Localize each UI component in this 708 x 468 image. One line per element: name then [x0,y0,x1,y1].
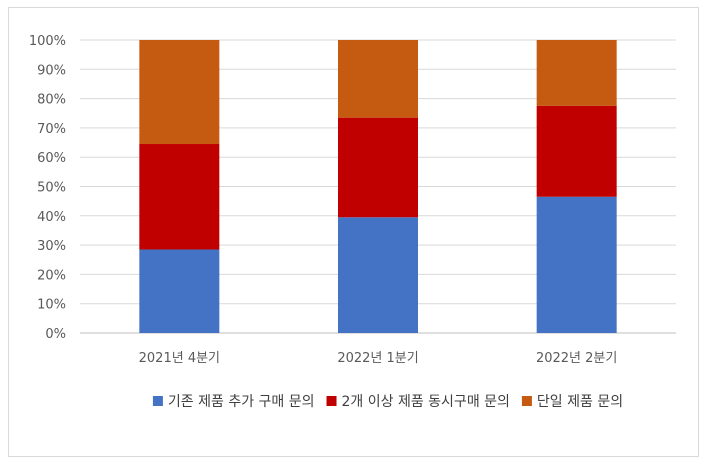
y-tick-label: 40% [37,210,66,225]
bars [139,40,617,333]
bar-segment-1-2 [338,217,418,333]
y-tick-label: 100% [29,34,66,49]
x-tick-label: 2021년 4분기 [139,351,220,366]
x-axis-ticks: 2021년 4분기 2022년 1분기 2022년 2분기 [139,351,618,366]
legend-item-2: 2개 이상 제품 동시구매 문의 [326,394,510,410]
x-tick-label: 2022년 2분기 [536,351,617,366]
bar-segment-3-1 [139,40,220,145]
legend-item-1: 기존 제품 추가 구매 문의 [152,394,315,410]
y-tick-label: 10% [37,298,66,313]
bar-segment-3-3 [536,40,617,106]
legend-swatch [521,396,532,406]
y-tick-label: 70% [37,122,66,137]
bar-segment-1-3 [536,196,617,333]
y-tick-label: 20% [37,268,66,283]
y-tick-label: 30% [37,239,66,254]
x-tick-label: 2022년 1분기 [337,351,418,366]
y-tick-label: 60% [37,151,66,166]
legend-label: 기존 제품 추가 구매 문의 [168,394,315,410]
y-tick-label: 90% [37,63,66,78]
bar-segment-3-2 [338,40,418,118]
bar-segment-2-2 [338,117,418,218]
legend: 기존 제품 추가 구매 문의 2개 이상 제품 동시구매 문의 단일 제품 문의 [152,394,623,410]
bar-segment-1-1 [139,249,220,333]
y-tick-label: 50% [37,181,66,196]
y-axis-ticks: 0% 10% 20% 30% 40% 50% 60% 70% 80% 90% 100% [29,34,66,342]
y-tick-label: 0% [45,327,66,342]
y-tick-label: 80% [37,93,66,108]
legend-label: 단일 제품 문의 [537,394,623,410]
legend-label: 2개 이상 제품 동시구매 문의 [342,394,510,410]
legend-swatch [326,396,337,406]
bar-segment-2-1 [139,144,220,250]
legend-swatch [152,396,163,406]
bar-segment-2-3 [536,105,617,197]
legend-item-3: 단일 제품 문의 [521,394,623,410]
